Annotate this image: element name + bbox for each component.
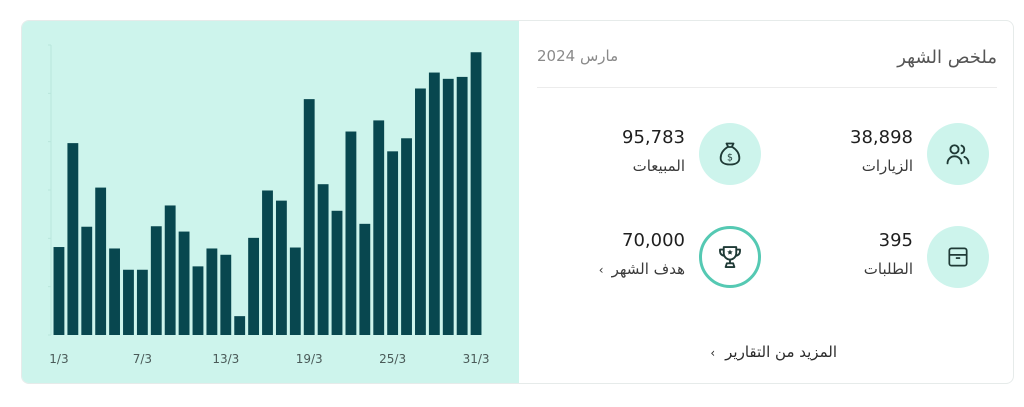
bar-17/3[interactable] <box>275 200 287 335</box>
chevron-left-icon: › <box>710 346 716 360</box>
bar-27/3[interactable] <box>415 88 426 336</box>
x-tick-label: 1/3 <box>49 352 68 366</box>
summary-header: ملخص الشهر مارس 2024 <box>537 21 997 88</box>
bar-28/3[interactable] <box>428 72 440 336</box>
stat-orders-value: 395 <box>878 230 913 251</box>
stat-orders-label: الطلبات <box>863 260 913 278</box>
stat-goal[interactable]: 70,000 هدف الشهر › <box>561 226 761 288</box>
bar-22/3[interactable] <box>345 131 357 335</box>
bar-11/3[interactable] <box>192 266 204 335</box>
bar-20/3[interactable] <box>317 184 329 335</box>
summary-panel: ملخص الشهر مارس 2024 38,898 الزيارات <box>519 21 1013 383</box>
bar-7/3[interactable] <box>136 269 148 335</box>
bar-9/3[interactable] <box>164 205 176 335</box>
bar-13/3[interactable] <box>220 254 232 335</box>
x-tick-label: 31/3 <box>463 352 490 366</box>
stat-visits-value: 38,898 <box>850 127 913 148</box>
bar-14/3[interactable] <box>234 316 246 335</box>
x-tick-label: 13/3 <box>212 352 239 366</box>
bar-31/3[interactable] <box>470 52 482 335</box>
bar-24/3[interactable] <box>373 120 385 336</box>
trophy-icon <box>699 226 761 288</box>
bar-2/3[interactable] <box>67 143 79 335</box>
stat-goal-link[interactable]: هدف الشهر › <box>599 260 685 278</box>
monthly-summary-card: 1/3 7/3 13/3 19/3 25/3 31/3 ملخص الشهر مارس 2… <box>21 20 1014 384</box>
bar-15/3[interactable] <box>248 237 260 335</box>
more-reports-label: المزيد من التقارير <box>725 343 837 361</box>
bar-23/3[interactable] <box>359 223 371 335</box>
daily-bar-chart: 1/3 7/3 13/3 19/3 25/3 31/3 <box>22 21 519 383</box>
stat-visits-label: الزيارات <box>861 157 913 175</box>
bar-3/3[interactable] <box>81 226 93 335</box>
bar-6/3[interactable] <box>123 269 134 335</box>
bar-5/3[interactable] <box>109 248 120 335</box>
x-tick-label: 7/3 <box>133 352 152 366</box>
money-bag-icon: $ <box>699 123 761 185</box>
bar-8/3[interactable] <box>150 226 162 335</box>
bar-21/3[interactable] <box>331 210 343 335</box>
summary-title: ملخص الشهر <box>897 47 997 68</box>
bar-19/3[interactable] <box>303 99 315 335</box>
stat-sales-label: المبيعات <box>632 157 685 175</box>
svg-text:$: $ <box>727 152 733 163</box>
stat-goal-label: هدف الشهر <box>611 260 685 278</box>
bar-18/3[interactable] <box>289 247 301 335</box>
bar-25/3[interactable] <box>387 151 399 335</box>
users-icon <box>927 123 989 185</box>
stat-visits: 38,898 الزيارات <box>789 123 989 185</box>
more-reports-link[interactable]: المزيد من التقارير › <box>710 343 837 361</box>
bar-chart-svg: 1/3 7/3 13/3 19/3 25/3 31/3 <box>48 44 490 366</box>
stat-goal-value: 70,000 <box>622 230 685 251</box>
bar-12/3[interactable] <box>206 248 218 335</box>
stat-sales-value: 95,783 <box>622 127 685 148</box>
bar-16/3[interactable] <box>262 190 273 335</box>
chevron-left-icon: › <box>598 263 604 277</box>
x-tick-label: 25/3 <box>379 352 406 366</box>
bar-10/3[interactable] <box>178 231 190 335</box>
bar-30/3[interactable] <box>456 76 468 336</box>
x-tick-label: 19/3 <box>296 352 323 366</box>
bar-26/3[interactable] <box>401 138 412 335</box>
stat-orders: 395 الطلبات <box>789 226 989 288</box>
bar-4/3[interactable] <box>95 187 107 335</box>
bar-29/3[interactable] <box>442 78 454 336</box>
summary-date: مارس 2024 <box>537 47 619 65</box>
bar-1/3[interactable] <box>53 247 65 335</box>
box-icon <box>927 226 989 288</box>
stat-sales: $ 95,783 المبيعات <box>561 123 761 185</box>
